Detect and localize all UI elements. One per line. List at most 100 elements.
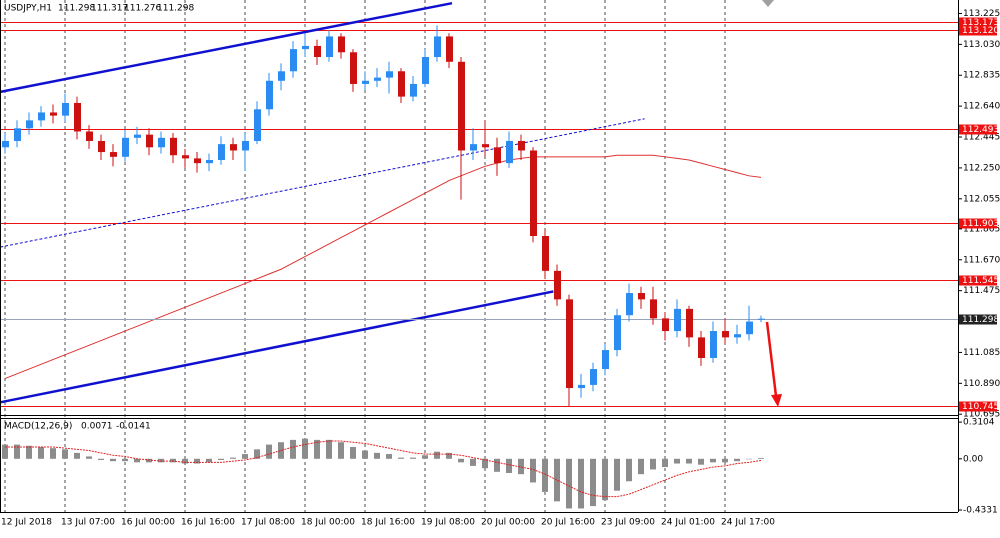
y-tick-label: -0.4331	[963, 506, 998, 516]
macd-bar	[2, 444, 8, 459]
y-tick-label: 111.475	[963, 286, 1000, 296]
macd-bar	[350, 446, 356, 459]
y-tick-label: 110.695	[963, 410, 1000, 420]
trendline	[0, 290, 554, 404]
candle-body	[158, 137, 165, 148]
macd-bar	[158, 458, 164, 463]
signal-value: -0.0141	[116, 422, 151, 432]
arrow-head	[771, 394, 782, 407]
macd-bar	[518, 458, 524, 475]
macd-bar	[554, 458, 560, 502]
macd-bar	[338, 442, 344, 459]
macd-bar	[482, 458, 488, 469]
macd-bar	[134, 458, 140, 463]
quote-close: 111.298	[157, 4, 194, 14]
y-tick-label: 111.670	[963, 255, 1000, 265]
macd-bar	[710, 458, 716, 463]
trendline	[0, 1, 453, 94]
y-tick-label: 111.085	[963, 348, 1000, 358]
quote-high: 111.317	[91, 4, 128, 14]
candle-body	[662, 318, 669, 332]
candle-body	[410, 83, 417, 97]
macd-bar	[626, 458, 632, 482]
level-label-box	[959, 275, 997, 286]
price-label-box	[959, 314, 997, 325]
candle-body	[314, 45, 321, 58]
macd-bar	[650, 458, 656, 470]
macd-bar	[62, 449, 68, 459]
macd-bar	[590, 458, 596, 507]
macd-bar	[374, 452, 380, 459]
candle-body	[722, 331, 729, 338]
macd-bar	[422, 455, 428, 459]
candle-body	[674, 308, 681, 332]
candle-body	[38, 112, 45, 121]
macd-bar	[26, 445, 32, 459]
candle-body	[422, 57, 429, 84]
x-tick-label: 23 Jul 09:00	[601, 518, 655, 528]
candle-body	[206, 159, 213, 164]
macd-bar	[722, 458, 728, 463]
candle-body	[434, 36, 441, 58]
macd-bar	[206, 458, 212, 463]
x-tick-label: 17 Jul 08:00	[241, 518, 295, 528]
level-label-box	[959, 17, 997, 28]
macd-bar	[578, 458, 584, 509]
macd-bar	[674, 458, 680, 464]
candle-body	[122, 137, 129, 157]
candle-body	[554, 270, 561, 300]
macd-bar	[458, 458, 464, 463]
candle-body	[110, 152, 117, 157]
macd-bar	[302, 438, 308, 459]
candle-body	[98, 140, 105, 153]
y-tick-label: 113.030	[963, 40, 1000, 50]
y-tick-label: 111.865	[963, 224, 1000, 234]
macd-bar	[662, 458, 668, 468]
macd-bar	[434, 451, 440, 459]
macd-bar	[410, 457, 416, 459]
candle-body	[686, 308, 693, 338]
candle-body	[470, 144, 477, 151]
y-tick-label: 110.890	[963, 379, 1000, 389]
macd-bar	[314, 439, 320, 459]
x-tick-label: 20 Jul 00:00	[481, 518, 535, 528]
level-label: 113.120	[962, 26, 999, 36]
macd-bar	[614, 458, 620, 491]
level-label: 113.173	[962, 18, 999, 28]
level-label: 110.745	[962, 402, 999, 412]
macd-bar	[194, 458, 200, 464]
macd-bar	[698, 458, 704, 465]
candle-body	[614, 315, 621, 351]
candle-body	[638, 293, 645, 300]
candle-body	[458, 61, 465, 151]
y-tick-label: 112.055	[963, 194, 1000, 204]
macd-bar	[386, 454, 392, 459]
macd-bar	[266, 444, 272, 459]
trendline	[0, 118, 645, 248]
y-tick-label: 0.3104	[963, 418, 995, 428]
level-label-box	[959, 218, 997, 229]
arrow-shaft	[765, 321, 778, 397]
candle-body	[62, 102, 69, 116]
macd-title: MACD(12,26,9)	[4, 422, 72, 432]
candle-body	[278, 71, 285, 81]
moving-average	[4, 154, 762, 380]
candle-body	[242, 140, 249, 151]
level-label-box	[959, 401, 997, 412]
macd-bar	[254, 449, 260, 459]
candle-body	[398, 71, 405, 97]
candle-body	[542, 236, 549, 271]
y-tick-label: 112.835	[963, 71, 1000, 81]
candle-body	[710, 331, 717, 358]
symbol-title: USDJPY,H1	[4, 4, 52, 14]
candle-body	[194, 158, 201, 164]
macd-bar	[50, 448, 56, 459]
x-tick-label: 20 Jul 16:00	[541, 518, 595, 528]
candle-body	[602, 350, 609, 370]
macd-bar	[278, 442, 284, 459]
candle-body	[386, 71, 393, 78]
macd-bar	[74, 452, 80, 459]
candle-body	[650, 299, 657, 319]
